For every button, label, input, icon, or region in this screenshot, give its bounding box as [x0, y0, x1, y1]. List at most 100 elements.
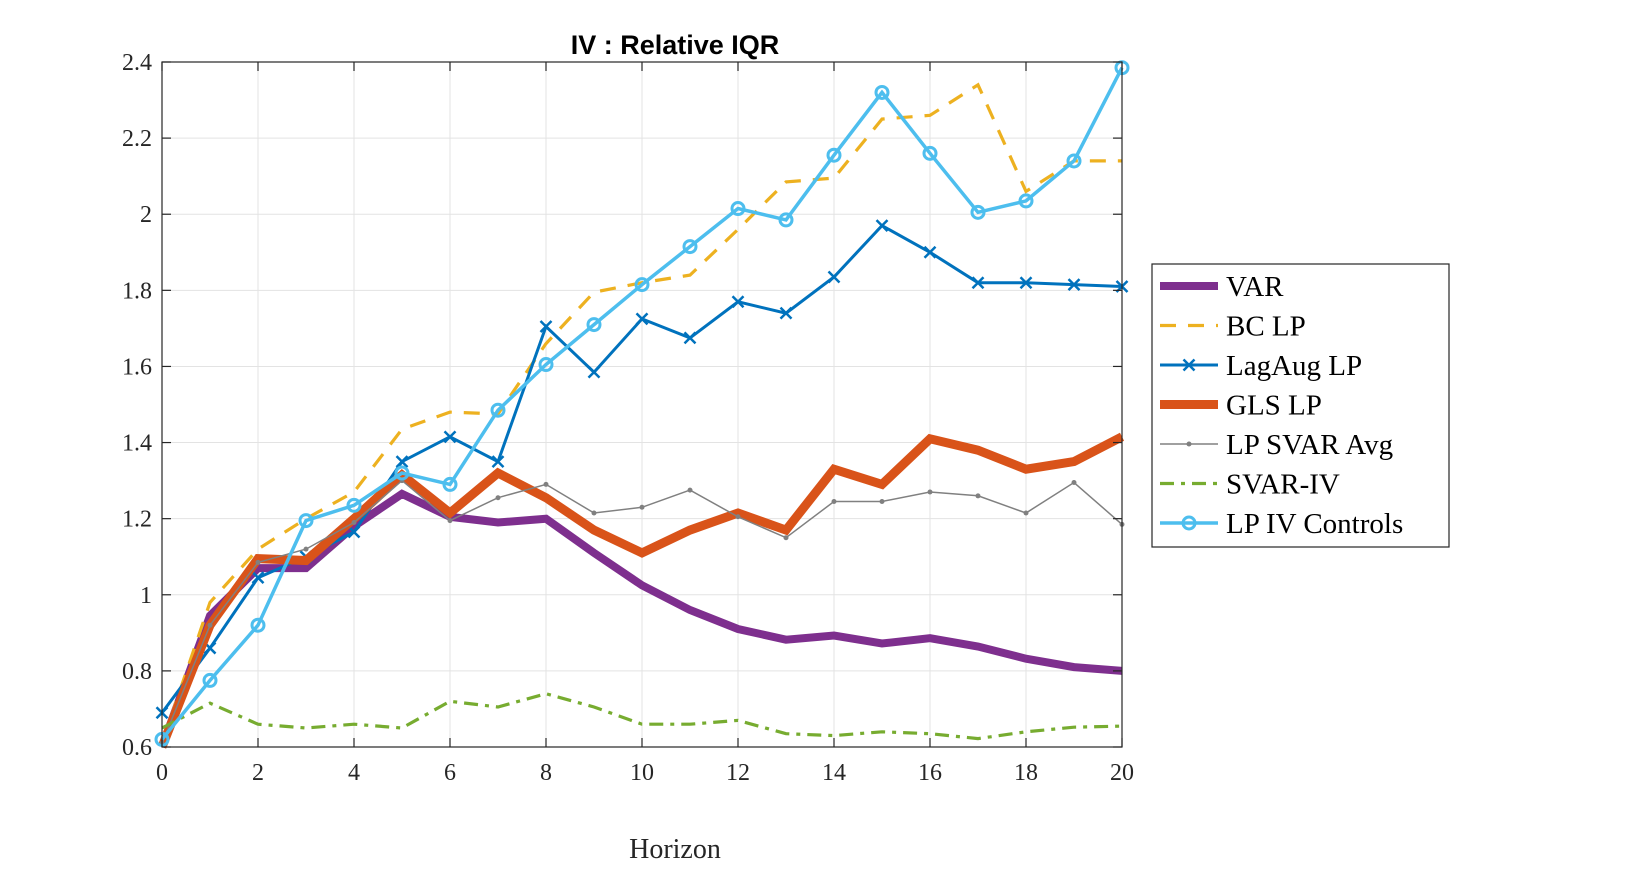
legend-label: LP SVAR Avg [1226, 429, 1393, 461]
series-gls-lp [157, 432, 1125, 749]
legend-label: LagAug LP [1226, 350, 1362, 382]
x-marker [731, 295, 745, 309]
series-line [157, 432, 1125, 749]
x-tick-label: 8 [540, 760, 552, 786]
series-layer [154, 60, 1130, 749]
legend-item: GLS LP [1160, 390, 1322, 422]
x-tick-label: 14 [822, 760, 846, 786]
x-marker [251, 571, 265, 585]
legend-item: SVAR-IV [1160, 469, 1340, 501]
dot-marker [879, 499, 885, 505]
dot-marker [1071, 480, 1077, 486]
dot-marker [351, 519, 357, 525]
series-line [161, 692, 1123, 741]
y-tick-label: 1.6 [122, 354, 152, 380]
x-tick-label: 4 [348, 760, 360, 786]
legend-label: SVAR-IV [1226, 469, 1340, 501]
series-line [160, 66, 1124, 741]
legend-item: LagAug LP [1160, 350, 1362, 382]
x-marker [1067, 278, 1081, 292]
dot-marker [303, 546, 309, 552]
dot-marker [783, 535, 789, 541]
x-tick-label: 12 [726, 760, 750, 786]
legend-item: BC LP [1160, 311, 1306, 343]
circle-marker [922, 145, 938, 161]
circle-marker [346, 497, 362, 513]
circle-marker [586, 317, 602, 333]
x-marker [875, 219, 889, 233]
x-marker [587, 365, 601, 379]
y-tick-label: 1.2 [122, 507, 152, 533]
circle-marker [202, 672, 218, 688]
x-marker [635, 312, 649, 326]
series-lp-iv-controls [154, 60, 1130, 747]
dot-marker [975, 493, 981, 499]
circle-marker [634, 277, 650, 293]
x-marker [1182, 358, 1196, 372]
circle-marker [874, 84, 890, 100]
x-marker [1019, 276, 1033, 290]
y-tick-label: 0.8 [122, 659, 152, 685]
x-marker [683, 331, 697, 345]
circle-marker [394, 465, 410, 481]
series-line [158, 489, 1123, 749]
circle-marker [826, 147, 842, 163]
x-tick-label: 0 [156, 760, 168, 786]
y-tick-label: 1.8 [122, 278, 152, 304]
dot-marker [591, 510, 597, 516]
y-tick-label: 2 [140, 202, 152, 228]
dot-marker [1023, 510, 1029, 516]
circle-marker [490, 402, 506, 418]
x-marker [923, 245, 937, 259]
circle-marker [298, 513, 314, 529]
x-marker [827, 270, 841, 284]
circle-marker [682, 239, 698, 255]
dot-marker [447, 518, 453, 524]
legend: VAR BC LP LagAug LP GLS LP LP SVAR Avg SVAR-I… [1151, 263, 1450, 548]
circle-marker [1066, 153, 1082, 169]
dot-marker [495, 495, 501, 501]
chart-title: IV : Relative IQR [571, 30, 780, 60]
legend-item: VAR [1160, 271, 1284, 303]
legend-item: LP SVAR Avg [1160, 429, 1393, 461]
dot-marker [831, 499, 837, 505]
y-tick-label: 0.6 [122, 735, 152, 761]
x-marker [971, 276, 985, 290]
x-tick-label: 20 [1110, 760, 1134, 786]
dot-marker [207, 622, 213, 628]
y-tick-label: 2.4 [122, 50, 152, 76]
dot-marker [687, 487, 693, 493]
legend-item: LP IV Controls [1160, 508, 1403, 540]
x-tick-label: 16 [918, 760, 942, 786]
y-tick-label: 2.2 [122, 126, 152, 152]
circle-marker [970, 204, 986, 220]
circle-marker [730, 201, 746, 217]
dot-marker [927, 489, 933, 495]
x-axis-label: Horizon [629, 834, 721, 865]
x-marker [347, 525, 361, 539]
x-marker [395, 455, 409, 468]
circle-marker [1018, 193, 1034, 209]
circle-marker [778, 212, 794, 228]
legend-label: BC LP [1226, 311, 1306, 343]
axis-ticks: 0 2 4 6 8 10 12 14 16 18 20 0.6 0.8 1 1.2 1.4 1.6 1.8 2 2.2… [122, 50, 1134, 786]
x-marker [539, 320, 553, 333]
dot-marker [1186, 441, 1192, 447]
legend-label: LP IV Controls [1226, 508, 1403, 540]
y-tick-label: 1 [140, 583, 152, 609]
dot-marker [543, 481, 549, 487]
dot-marker [735, 514, 741, 520]
series-var [158, 489, 1123, 749]
series-lp-svar-avg [159, 478, 1125, 746]
circle-marker [538, 357, 554, 373]
circle-marker [442, 476, 458, 492]
x-marker [443, 430, 457, 444]
x-marker [779, 306, 793, 320]
legend-label: GLS LP [1226, 390, 1322, 422]
x-tick-label: 10 [630, 760, 654, 786]
x-tick-label: 6 [444, 760, 456, 786]
dot-marker [255, 559, 261, 565]
series-svar-iv [161, 692, 1123, 741]
circle-marker [250, 617, 266, 633]
